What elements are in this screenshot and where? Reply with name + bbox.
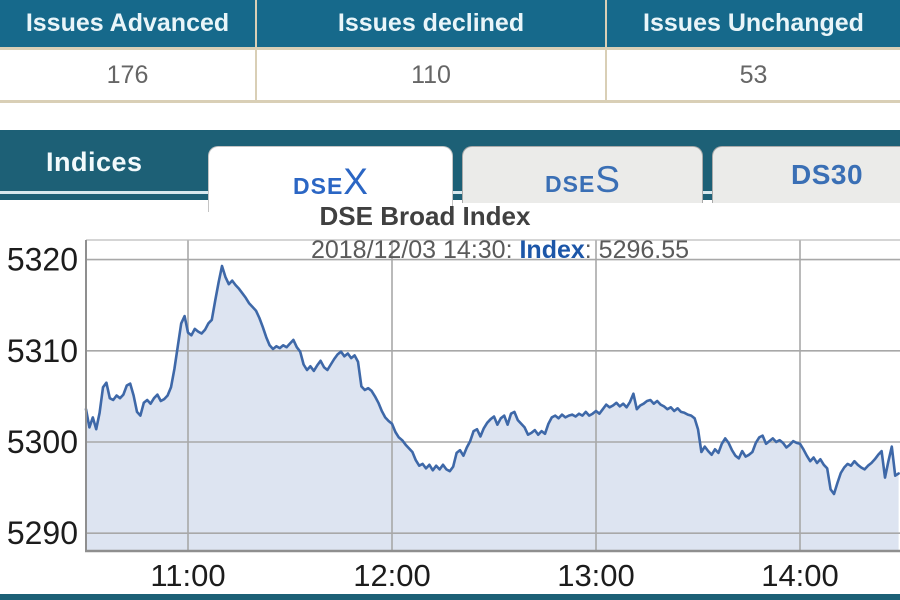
issues-advanced-label: Issues Advanced xyxy=(25,9,230,37)
widget-bottom-border xyxy=(0,594,900,600)
chart-subtitle-series-label: Index xyxy=(519,236,585,264)
tab-dses-prefix: DSE xyxy=(545,171,596,197)
tab-dses-suffix: S xyxy=(595,159,620,200)
x-tick-label-12:00: 12:00 xyxy=(353,558,431,593)
indices-section-label: Indices xyxy=(46,147,143,177)
tab-dsex-suffix: X xyxy=(343,161,368,202)
y-tick-label-5310: 5310 xyxy=(7,333,78,369)
chart-subtitle-datetime: 2018/12/03 14:30: xyxy=(310,236,520,264)
issues-advanced-header: Issues Advanced xyxy=(0,0,255,50)
issues-advanced-value: 176 xyxy=(0,50,255,103)
x-tick-label-11:00: 11:00 xyxy=(150,558,225,593)
y-tick-label-5320: 5320 xyxy=(7,242,78,278)
x-tick-label-14:00: 14:00 xyxy=(761,558,839,593)
tab-ds30-label: DS30 xyxy=(790,159,864,190)
tab-dsex-prefix: DSE xyxy=(293,173,344,199)
issues-declined-header: Issues declined xyxy=(255,0,605,50)
issues-unchanged-label: Issues Unchanged xyxy=(643,9,864,37)
chart-subtitle-value: : 5296.55 xyxy=(584,236,690,264)
issues-unchanged-header: Issues Unchanged xyxy=(605,0,900,50)
tab-dsex[interactable]: DSE X xyxy=(208,146,453,212)
issues-declined-label: Issues declined xyxy=(337,9,525,37)
index-line xyxy=(84,264,900,496)
issues-declined-value: 110 xyxy=(255,50,605,103)
y-tick-label-5290: 5290 xyxy=(7,515,78,551)
issues-unchanged-value: 53 xyxy=(605,50,900,103)
chart-title: DSE Broad Index xyxy=(319,201,531,231)
index-area-fill xyxy=(86,266,899,551)
x-tick-label-13:00: 13:00 xyxy=(557,558,635,593)
chart-subtitle: 2018/12/03 14:30: Index: 5296.55 xyxy=(250,236,750,265)
issues-summary-table: Issues Advanced Issues declined Issues U… xyxy=(0,0,900,103)
y-tick-label-5300: 5300 xyxy=(7,424,78,460)
tab-ds30[interactable]: DS30 xyxy=(712,146,900,203)
tab-dses[interactable]: DSE S xyxy=(462,146,703,203)
